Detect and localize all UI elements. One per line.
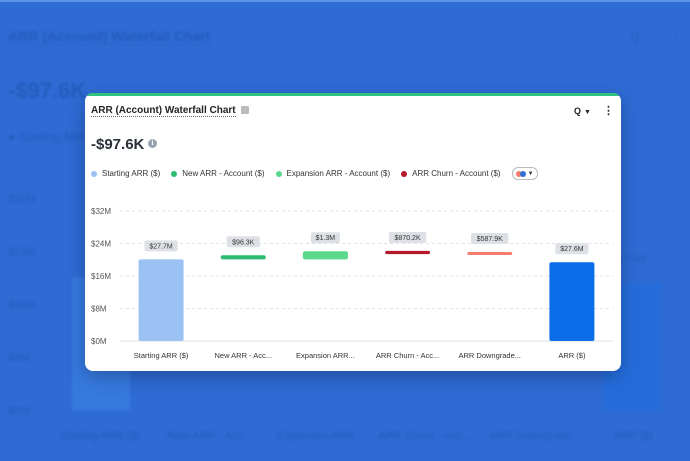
- chevron-down-icon: ▼: [584, 109, 591, 116]
- chart-legend: Starting ARR ($) New ARR - Account ($) E…: [91, 167, 538, 180]
- bg-legend: ● Starting ARR: [8, 130, 88, 144]
- bg-bar-label: $27.6M: [612, 254, 646, 265]
- y-tick-label: $32M: [91, 207, 111, 216]
- legend-palette-dropdown[interactable]: ▼: [511, 167, 538, 180]
- waterfall-bar[interactable]: [467, 252, 513, 256]
- chart-card: ARR (Account) Waterfall Chart Q ▼ ⋮ -$97.…: [85, 93, 621, 371]
- x-tick-label: New ARR - Acc...: [214, 351, 272, 360]
- data-label: $1.3M: [316, 235, 336, 242]
- quarter-label: Q: [574, 106, 582, 116]
- bg-quarter-button: Q: [630, 30, 640, 44]
- data-label: $587.9K: [477, 236, 503, 243]
- chart-title[interactable]: ARR (Account) Waterfall Chart: [91, 105, 249, 117]
- y-tick-label: $16M: [91, 272, 111, 281]
- y-tick-label: $0M: [91, 337, 107, 346]
- data-label-box: [555, 243, 589, 255]
- palette-swatch-icon: [515, 170, 522, 177]
- x-tick-label: Starting ARR ($): [134, 351, 189, 360]
- palette-swatch-icon: [519, 170, 526, 177]
- legend-label: ARR Churn - Account ($): [412, 169, 501, 178]
- waterfall-chart: $32M $24M $16M $8M $0M $27.7M Starting ARR ($)…: [91, 207, 613, 360]
- x-tick-label: ARR ($): [558, 351, 586, 360]
- y-tick-label: $8M: [91, 305, 107, 314]
- waterfall-bar[interactable]: [220, 255, 266, 260]
- external-link-icon[interactable]: [240, 106, 249, 114]
- bg-xtick: New ARR - Acc...: [167, 430, 253, 442]
- top-accent-line: [0, 0, 690, 2]
- bg-ytick: $8M: [8, 352, 30, 364]
- quarter-dropdown[interactable]: Q ▼: [574, 106, 591, 116]
- bg-ytick: $24M: [8, 246, 36, 258]
- data-label-box: [144, 240, 178, 252]
- waterfall-bar[interactable]: [549, 262, 595, 341]
- more-options-icon[interactable]: ⋮: [603, 105, 614, 117]
- bg-total-value: -$97.6K: [8, 78, 87, 103]
- data-label: $27.7M: [149, 243, 173, 250]
- legend-label: Expansion ARR - Account ($): [286, 169, 391, 178]
- data-label-box: [310, 232, 340, 244]
- legend-item-expansion-arr[interactable]: Expansion ARR - Account ($): [275, 169, 391, 178]
- bg-xtick: Expansion ARR...: [276, 430, 364, 442]
- x-tick-label: ARR Churn - Acc...: [376, 351, 439, 360]
- x-tick-label: Expansion ARR...: [296, 351, 355, 360]
- legend-dot: [275, 170, 282, 177]
- legend-dot: [401, 170, 408, 177]
- legend-dot: [171, 170, 178, 177]
- data-label: $96.3K: [232, 239, 255, 246]
- bg-ytick: $16M: [8, 299, 36, 311]
- bg-xtick: ARR ($): [613, 430, 653, 442]
- bg-ytick: $32M: [8, 193, 36, 205]
- bg-more-icon: ⋮: [668, 28, 682, 44]
- data-label-box: [471, 233, 509, 245]
- legend-label: New ARR - Account ($): [182, 169, 265, 178]
- bg-chart-title: ARR (Account) Waterfall Chart: [8, 28, 211, 45]
- data-label-box: [226, 236, 260, 248]
- y-tick-label: $24M: [91, 240, 111, 249]
- data-label: $27.6M: [560, 246, 584, 253]
- data-label: $870.2K: [395, 235, 421, 242]
- waterfall-bar[interactable]: [302, 251, 348, 260]
- waterfall-bar[interactable]: [385, 250, 431, 255]
- legend-item-starting-arr[interactable]: Starting ARR ($): [91, 169, 160, 178]
- legend-label: Starting ARR ($): [102, 169, 161, 178]
- data-label-box: [388, 231, 427, 243]
- bg-xtick: ARR Churn - Acc...: [378, 430, 472, 442]
- total-value: -$97.6K: [91, 136, 145, 153]
- chevron-down-icon: ▼: [527, 170, 534, 177]
- waterfall-bar[interactable]: [138, 259, 184, 341]
- chart-title-text[interactable]: ARR (Account) Waterfall Chart: [91, 105, 236, 117]
- x-tick-label: ARR Downgrade...: [458, 351, 521, 360]
- legend-item-arr-churn[interactable]: ARR Churn - Account ($): [401, 169, 501, 178]
- info-icon[interactable]: i: [148, 139, 157, 148]
- bg-ytick: $0M: [8, 405, 30, 417]
- legend-item-new-arr[interactable]: New ARR - Account ($): [171, 169, 265, 178]
- legend-dot: [91, 170, 97, 177]
- card-accent-bar: [85, 93, 621, 96]
- bg-xtick: Starting ARR ($): [59, 430, 141, 442]
- bg-xtick: ARR Downgrade...: [489, 430, 581, 442]
